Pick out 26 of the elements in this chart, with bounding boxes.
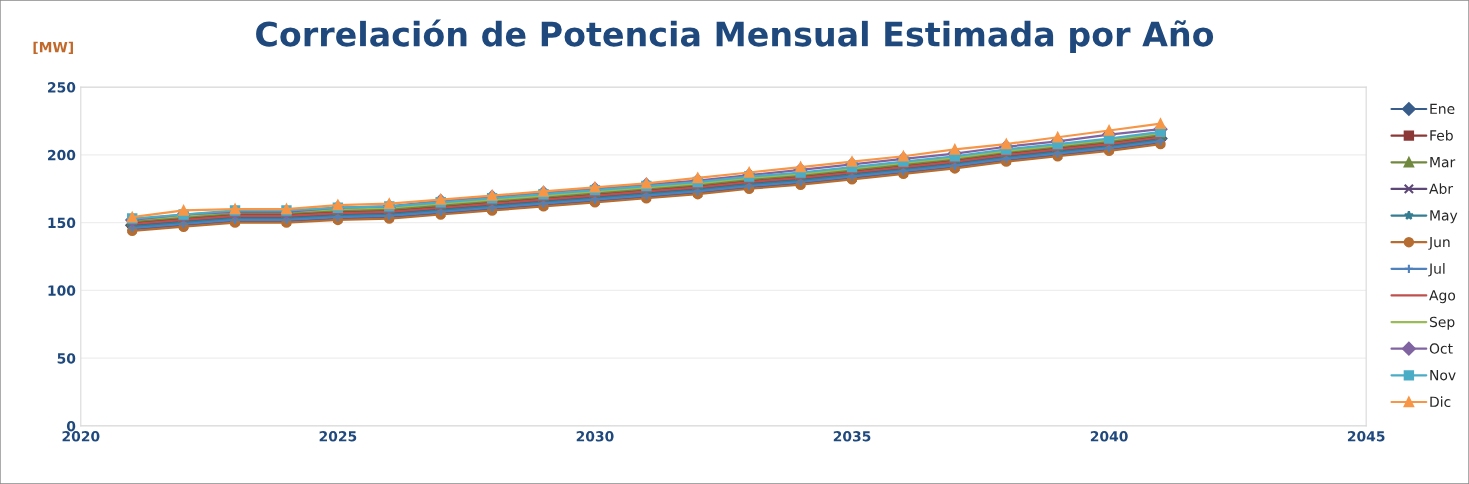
chart-title: Correlación de Potencia Mensual Estimada por Año (256, 19, 1214, 54)
y-tick-label: 50 (57, 353, 76, 364)
legend-label: May (1430, 210, 1458, 224)
y-tick-label: 200 (48, 149, 76, 161)
legend-label: Nov (1430, 370, 1456, 381)
y-tick-label: 150 (48, 217, 76, 229)
x-tick-label: 2045 (1347, 431, 1385, 442)
legend-label: Ago (1429, 290, 1456, 304)
legend-label: Jun (1428, 236, 1450, 250)
legend-label: Dic (1430, 396, 1451, 408)
legend-label: Oct (1429, 343, 1453, 354)
x-tick-label: 2025 (319, 431, 357, 442)
y-tick-label: 250 (48, 82, 76, 93)
y-tick-label: 100 (48, 285, 76, 296)
legend-label: Ene (1430, 103, 1455, 115)
x-tick-label: 2035 (833, 431, 871, 442)
legend-label: Mar (1430, 157, 1456, 168)
legend-label: Abr (1429, 183, 1454, 194)
x-tick-label: 2040 (1090, 431, 1128, 442)
y-tick-label: 0 (66, 420, 76, 432)
legend-label: Jul (1428, 263, 1445, 277)
legend-label: Feb (1430, 129, 1453, 141)
x-tick-label: 2020 (62, 431, 100, 442)
x-tick-label: 2030 (576, 431, 614, 442)
legend-label: Sep (1429, 316, 1455, 330)
y-axis-title: [MW] (33, 41, 73, 55)
